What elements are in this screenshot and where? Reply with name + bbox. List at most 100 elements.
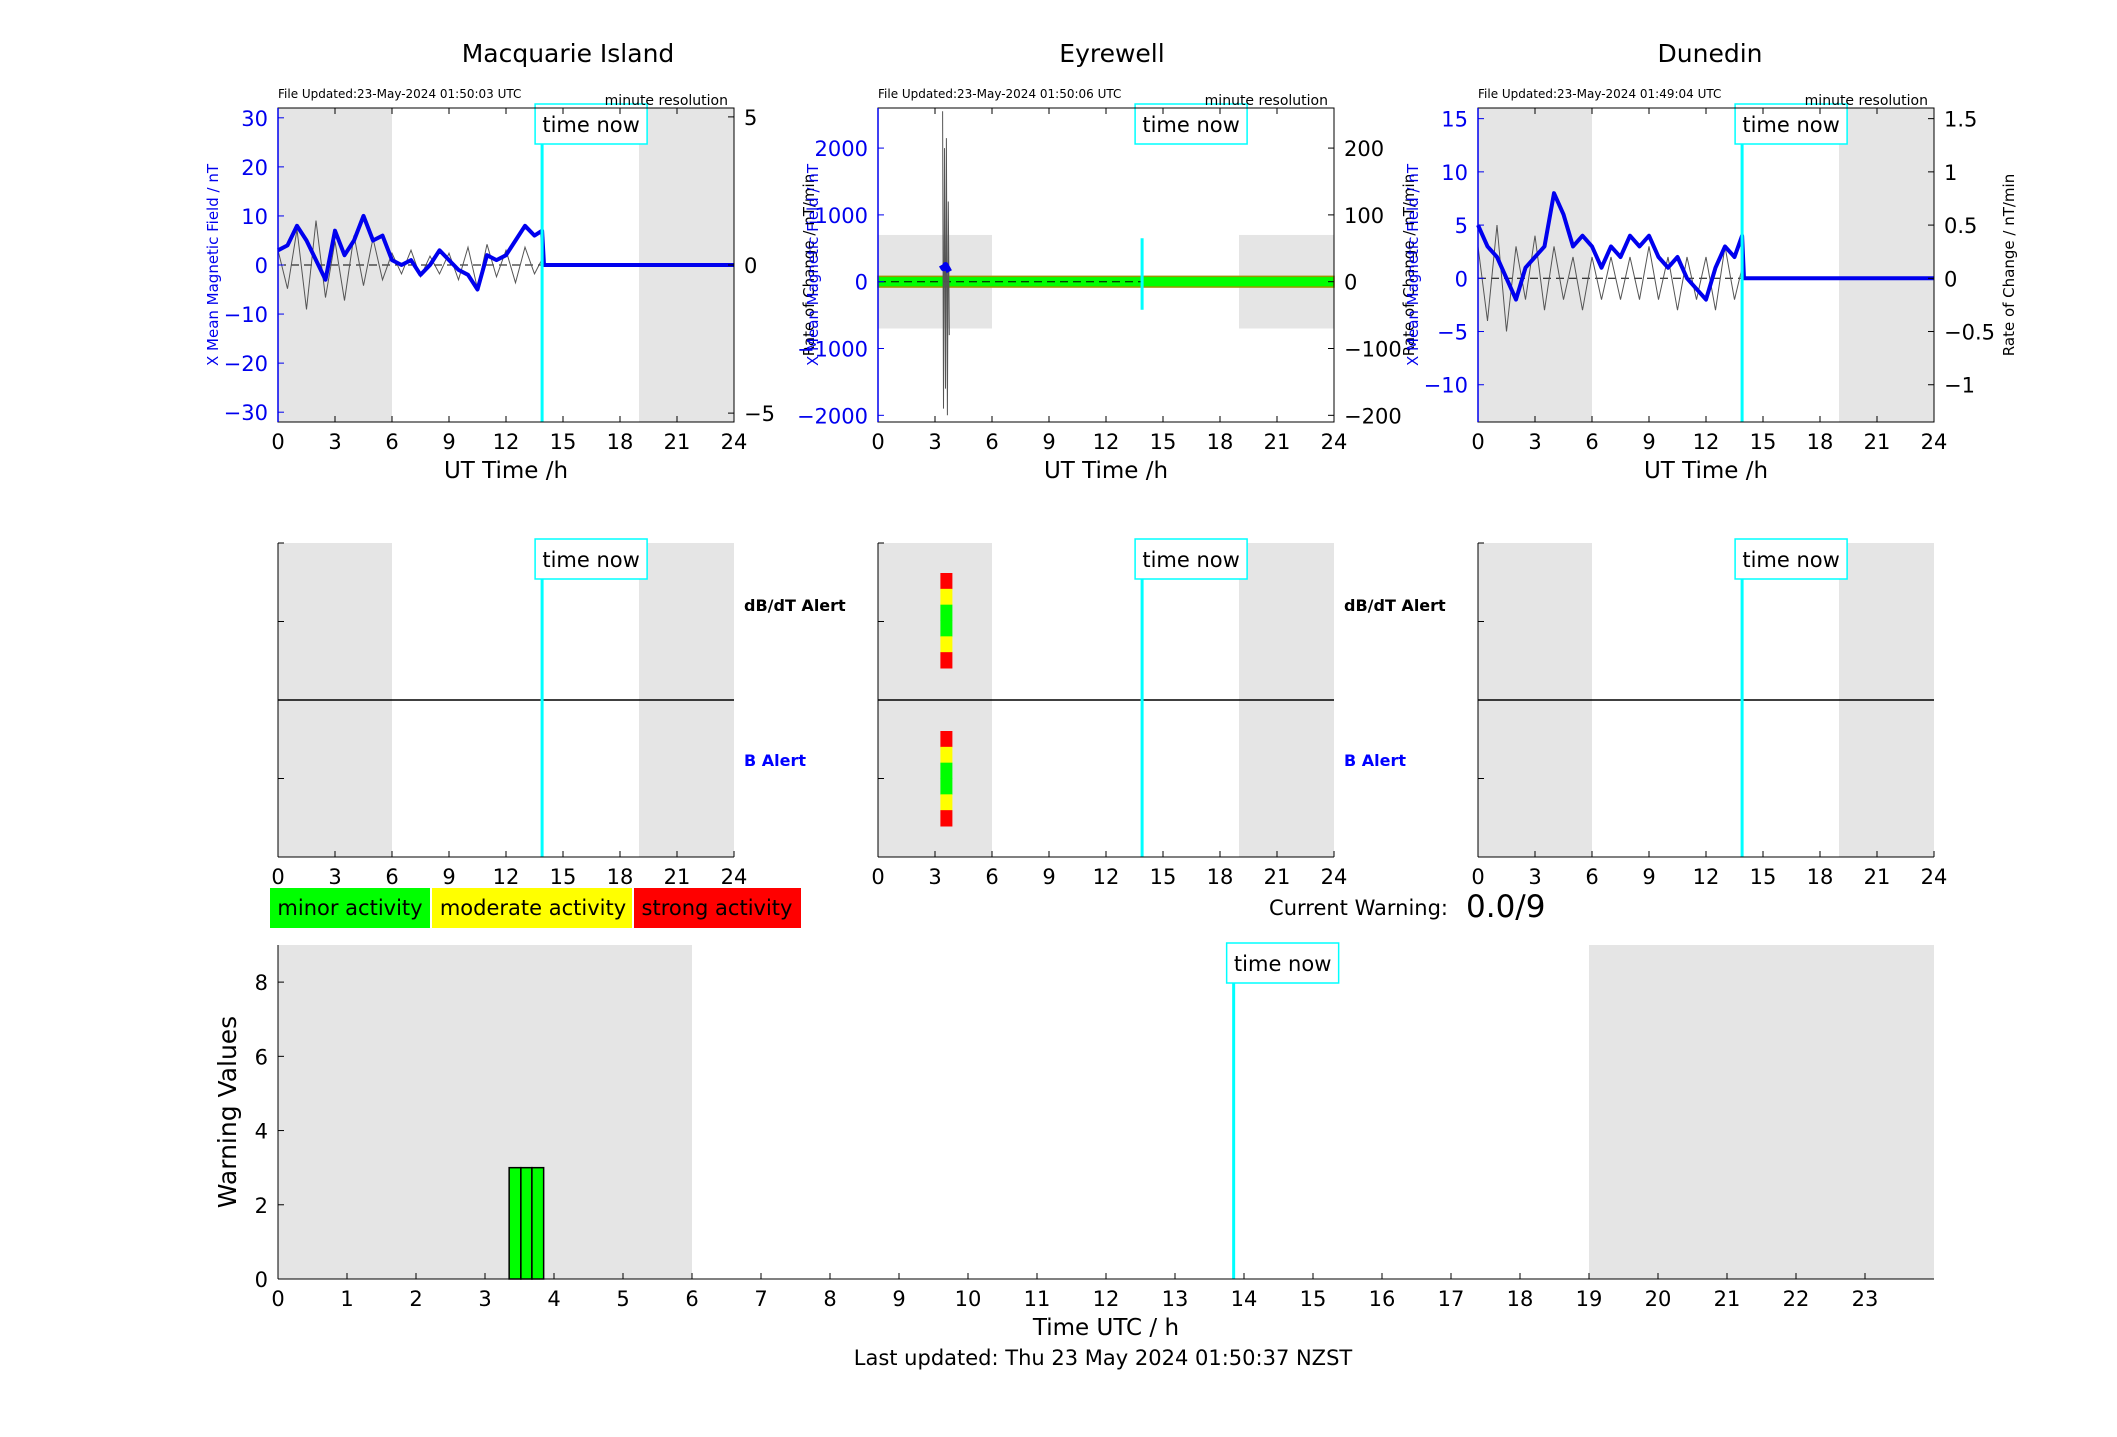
x-tick-label: 9 xyxy=(442,865,455,889)
warning-bar xyxy=(531,1166,545,1280)
x-tick-label: 21 xyxy=(1864,865,1891,889)
y-tick-label-right: 0 xyxy=(1344,271,1357,295)
x-tick-label: 24 xyxy=(1321,865,1348,889)
y-tick-label-left: 2000 xyxy=(815,137,868,161)
x-tick-label: 15 xyxy=(550,430,577,454)
x-tick-label: 8 xyxy=(823,1287,836,1311)
y-tick-label: 0 xyxy=(255,1268,268,1292)
x-tick-label: 15 xyxy=(1150,865,1177,889)
station-title: Dunedin xyxy=(1658,39,1763,68)
x-tick-label: 11 xyxy=(1024,1287,1051,1311)
x-tick-label: 9 xyxy=(1042,865,1055,889)
time-now-label: time now xyxy=(1742,113,1839,137)
x-tick-label: 6 xyxy=(385,430,398,454)
x-tick-label: 10 xyxy=(955,1287,982,1311)
y-tick-label-left: 5 xyxy=(1455,214,1468,238)
x-tick-label: 18 xyxy=(607,430,634,454)
x-tick-label: 6 xyxy=(385,865,398,889)
legend-minor-swatch xyxy=(270,888,430,928)
y-tick-label-left: 20 xyxy=(241,156,268,180)
magnetic-field-line xyxy=(1476,191,1934,302)
x-tick-label: 18 xyxy=(1507,1287,1534,1311)
x-tick-label: 12 xyxy=(493,430,520,454)
legend-moderate-swatch xyxy=(432,888,632,928)
file-updated: File Updated:23-May-2024 01:49:04 UTC xyxy=(1478,87,1721,101)
x-tick-label: 23 xyxy=(1852,1287,1879,1311)
y-tick-label-left: −20 xyxy=(224,352,268,376)
x-tick-label: 4 xyxy=(547,1287,560,1311)
y-tick-label-right: 1.5 xyxy=(1944,108,1977,132)
left-axis-label: X Mean Magnetic Field / nT xyxy=(804,163,822,366)
y-tick-label-right: 5 xyxy=(744,106,757,130)
x-tick-label: 15 xyxy=(1750,430,1777,454)
x-tick-label: 2 xyxy=(409,1287,422,1311)
x-tick-label: 18 xyxy=(1807,865,1834,889)
left-axis-label: X Mean Magnetic Field / nT xyxy=(204,163,222,366)
y-tick-label-right: 1 xyxy=(1944,161,1957,185)
alert-cell xyxy=(940,652,953,669)
x-axis-label: UT Time /h xyxy=(444,458,568,484)
x-tick-label: 18 xyxy=(1807,430,1834,454)
x-tick-label: 0 xyxy=(1471,430,1484,454)
x-tick-label: 18 xyxy=(607,865,634,889)
x-tick-label: 12 xyxy=(1093,430,1120,454)
alert-cell xyxy=(940,731,953,748)
alert-panel-eyrewell: time now 0 3 6 9 12 15 18 21 24 dB/dT Alert B Alert xyxy=(871,538,1446,889)
y-tick-label-left: 0 xyxy=(855,271,868,295)
y-tick-label-left: 10 xyxy=(1441,161,1468,185)
x-tick-label: 24 xyxy=(721,430,748,454)
x-tick-label: 15 xyxy=(1150,430,1177,454)
time-now-label: time now xyxy=(542,548,639,572)
x-tick-label: 12 xyxy=(1093,865,1120,889)
time-now-box xyxy=(534,103,648,145)
x-tick-label: 9 xyxy=(1642,430,1655,454)
x-tick-label: 21 xyxy=(1264,865,1291,889)
x-axis-label: UT Time /h xyxy=(1644,458,1768,484)
x-tick-label: 0 xyxy=(871,430,884,454)
time-now-label: time now xyxy=(1742,548,1839,572)
field-panel-macquarie-island: Macquarie Island time now 0 3 6 9 12 15 18 21 24 U… xyxy=(204,39,818,484)
y-tick-label-left: −10 xyxy=(224,303,268,327)
x-tick-label: 21 xyxy=(1264,430,1291,454)
x-tick-label: 3 xyxy=(328,865,341,889)
dbdt-alert-label: dB/dT Alert xyxy=(744,596,846,615)
x-tick-label: 21 xyxy=(664,865,691,889)
x-tick-label: 20 xyxy=(1645,1287,1672,1311)
file-updated: File Updated:23-May-2024 01:50:03 UTC xyxy=(278,87,521,101)
x-tick-label: 15 xyxy=(550,865,577,889)
magnetic-field-line xyxy=(277,213,734,292)
station-title: Macquarie Island xyxy=(462,39,675,68)
y-tick-label-left: −30 xyxy=(224,401,268,425)
legend-minor-label: minor activity xyxy=(277,896,422,920)
x-tick-label: 21 xyxy=(664,430,691,454)
x-tick-label: 9 xyxy=(1042,430,1055,454)
x-tick-label: 21 xyxy=(1714,1287,1741,1311)
left-axis-label: X Mean Magnetic Field / nT xyxy=(1404,163,1422,366)
y-tick-label-right: 200 xyxy=(1344,137,1384,161)
y-tick-label-left: −1000 xyxy=(797,338,868,362)
alert-cell xyxy=(940,588,953,606)
x-tick-label: 6 xyxy=(985,865,998,889)
alert-cell xyxy=(940,604,953,621)
time-now-box xyxy=(534,538,648,580)
x-tick-label: 3 xyxy=(478,1287,491,1311)
current-warning-label: Current Warning: xyxy=(1269,896,1448,920)
field-panel-eyrewell: Eyrewell time now 0 3 6 9 12 15 18 21 24 UT Time /… xyxy=(797,39,1418,484)
time-now-label: time now xyxy=(1142,548,1239,572)
x-tick-label: 24 xyxy=(1921,865,1948,889)
y-tick-label: 2 xyxy=(255,1194,268,1218)
alert-cell xyxy=(940,778,953,795)
time-now-box xyxy=(1134,538,1248,580)
resolution-label: minute resolution xyxy=(1205,93,1328,109)
alert-cell xyxy=(940,620,953,637)
x-tick-label: 12 xyxy=(1093,1287,1120,1311)
time-now-box xyxy=(1134,103,1248,145)
x-tick-label: 0 xyxy=(271,865,284,889)
x-tick-label: 22 xyxy=(1783,1287,1810,1311)
time-now-label: time now xyxy=(1234,952,1331,976)
y-tick-label-right: 0 xyxy=(1944,267,1957,291)
y-tick-label: 6 xyxy=(255,1045,268,1069)
x-tick-label: 12 xyxy=(1693,430,1720,454)
